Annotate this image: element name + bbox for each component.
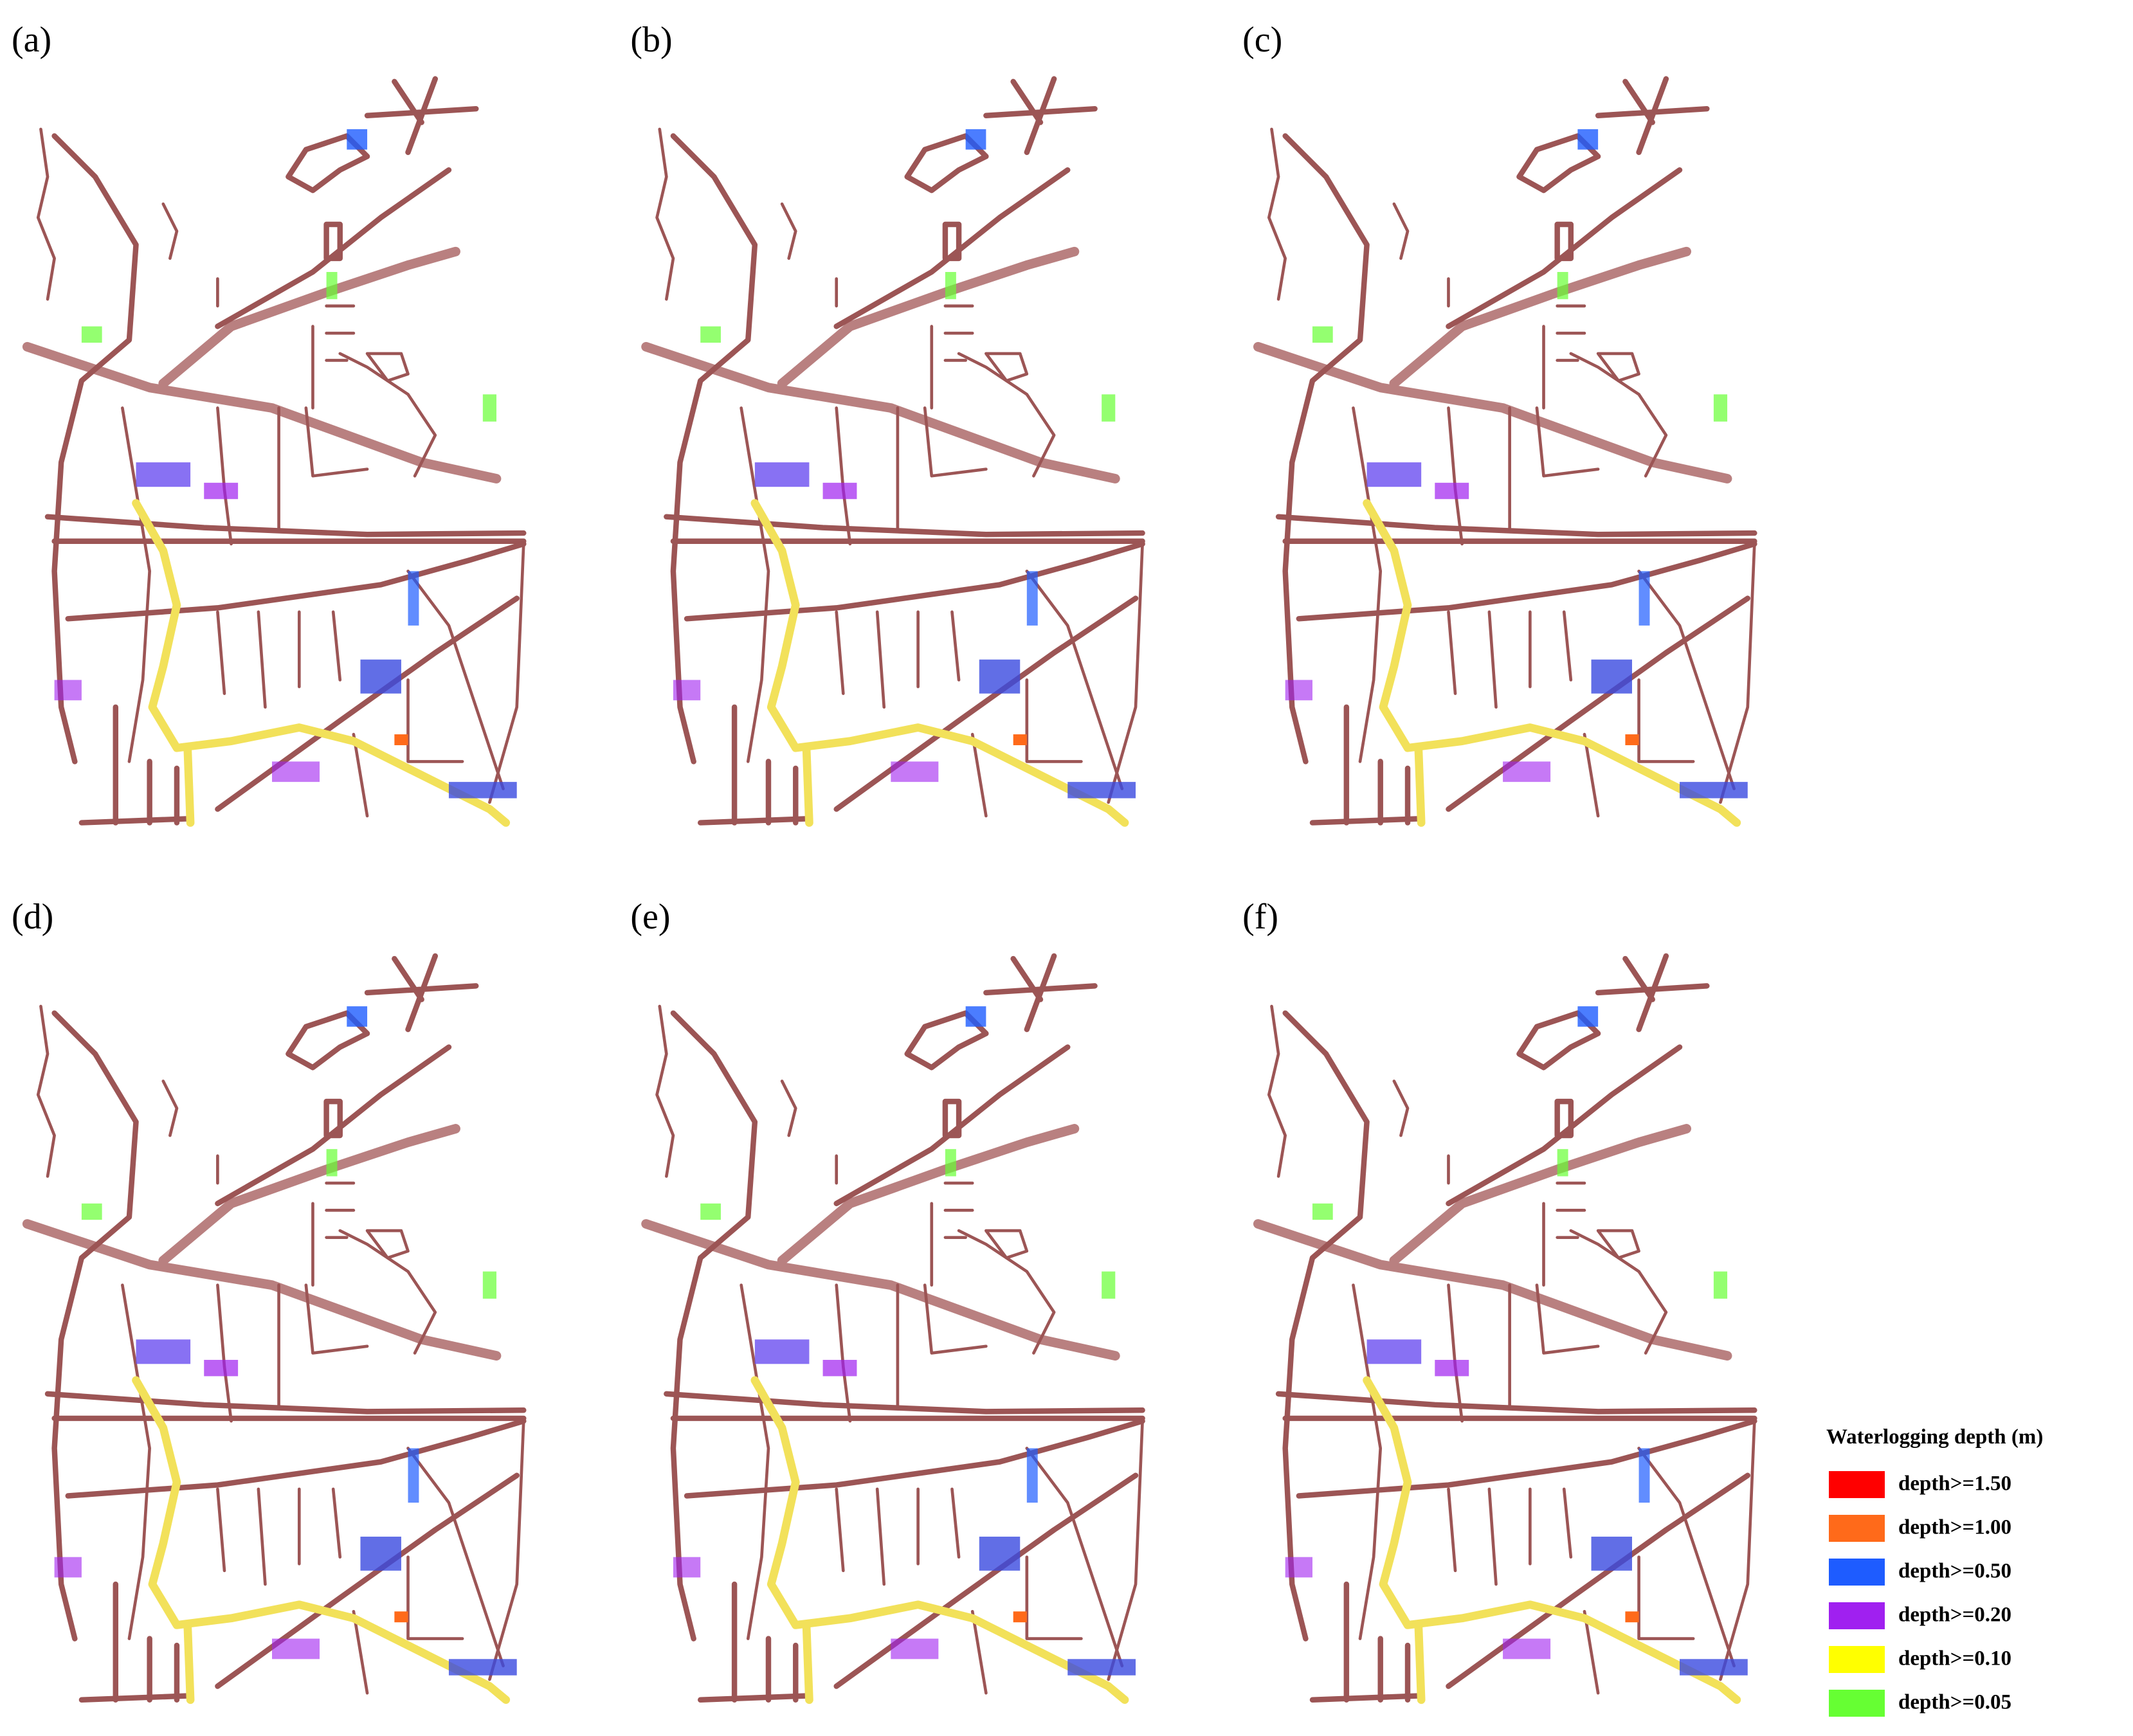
panel-label: (b) <box>630 20 672 60</box>
panel-label: (a) <box>12 20 51 60</box>
legend-swatch <box>1829 1471 1885 1498</box>
panel-label: (e) <box>630 897 670 937</box>
map-panel: (e) <box>630 897 1142 1700</box>
panel-label: (d) <box>12 897 53 937</box>
panels: (a) (b) (c) (d) (e) (f) <box>12 20 1754 1700</box>
legend-swatch <box>1829 1690 1885 1717</box>
legend-label: depth>=1.00 <box>1898 1516 2011 1539</box>
legend-swatch <box>1829 1515 1885 1542</box>
map <box>646 79 1143 823</box>
map <box>27 79 523 823</box>
map-panel: (b) <box>630 20 1142 823</box>
map-panel: (a) <box>12 20 523 823</box>
legend-swatch <box>1829 1646 1885 1673</box>
legend-label: depth>=0.10 <box>1898 1647 2011 1670</box>
panel-label: (c) <box>1242 20 1282 60</box>
legend-label: depth>=1.50 <box>1898 1472 2011 1496</box>
legend-label: depth>=0.20 <box>1898 1604 2011 1627</box>
map-panel: (c) <box>1242 20 1754 823</box>
legend-swatch <box>1829 1559 1885 1586</box>
map <box>646 956 1143 1700</box>
map <box>1258 79 1754 823</box>
legend-label: depth>=0.05 <box>1898 1691 2011 1714</box>
map-panel: (f) <box>1242 897 1754 1700</box>
map-panel: (d) <box>12 897 523 1700</box>
map <box>1258 956 1754 1700</box>
legend-title: Waterlogging depth (m) <box>1826 1425 2043 1449</box>
map <box>27 956 523 1700</box>
panel-label: (f) <box>1242 897 1278 937</box>
legend-label: depth>=0.50 <box>1898 1560 2011 1583</box>
legend-swatch <box>1829 1602 1885 1629</box>
legend: Waterlogging depth (m) depth>=1.50 depth>… <box>1826 1425 2043 1717</box>
